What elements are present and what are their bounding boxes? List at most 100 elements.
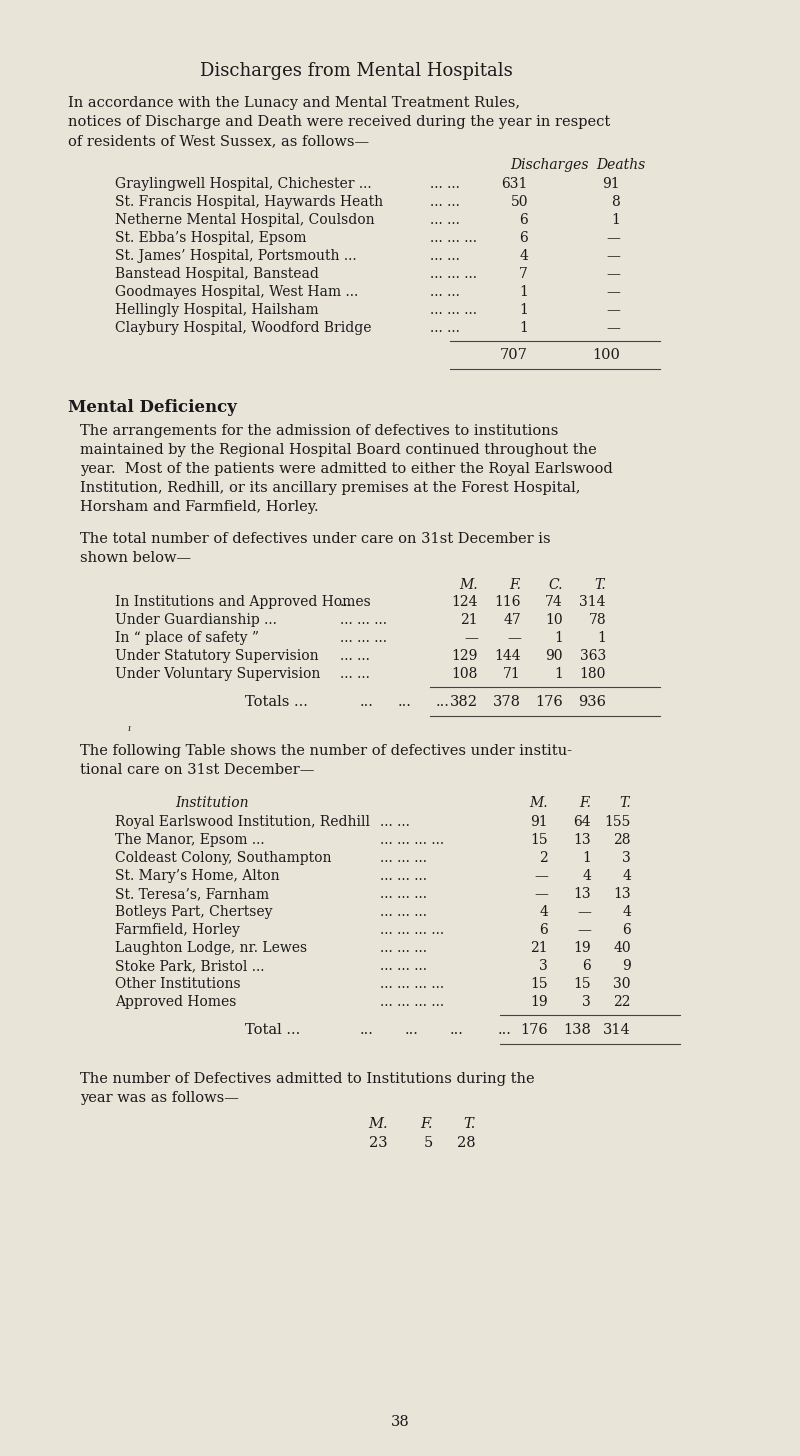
Text: F.: F.	[579, 796, 591, 810]
Text: 936: 936	[578, 695, 606, 709]
Text: 1: 1	[519, 303, 528, 317]
Text: —: —	[534, 887, 548, 901]
Text: Other Institutions: Other Institutions	[115, 977, 241, 992]
Text: 631: 631	[502, 178, 528, 191]
Text: St. Mary’s Home, Alton: St. Mary’s Home, Alton	[115, 869, 280, 882]
Text: 15: 15	[574, 977, 591, 992]
Text: In accordance with the Lunacy and Mental Treatment Rules,: In accordance with the Lunacy and Mental…	[68, 96, 520, 111]
Text: ... ...: ... ...	[340, 649, 370, 662]
Text: Banstead Hospital, Banstead: Banstead Hospital, Banstead	[115, 266, 319, 281]
Text: maintained by the Regional Hospital Board continued throughout the: maintained by the Regional Hospital Boar…	[80, 443, 597, 457]
Text: ... ...: ... ...	[430, 178, 460, 191]
Text: ... ... ... ...: ... ... ... ...	[380, 994, 444, 1009]
Text: 6: 6	[519, 232, 528, 245]
Text: ... ...: ... ...	[430, 195, 460, 210]
Text: Goodmayes Hospital, West Ham ...: Goodmayes Hospital, West Ham ...	[115, 285, 358, 298]
Text: ... ...: ... ...	[430, 320, 460, 335]
Text: 6: 6	[519, 213, 528, 227]
Text: Netherne Mental Hospital, Coulsdon: Netherne Mental Hospital, Coulsdon	[115, 213, 374, 227]
Text: 1: 1	[519, 320, 528, 335]
Text: In Institutions and Approved Homes: In Institutions and Approved Homes	[115, 596, 370, 609]
Text: St. James’ Hospital, Portsmouth ...: St. James’ Hospital, Portsmouth ...	[115, 249, 357, 264]
Text: ... ... ... ...: ... ... ... ...	[380, 977, 444, 992]
Text: 22: 22	[614, 994, 631, 1009]
Text: ... ... ...: ... ... ...	[380, 869, 427, 882]
Text: ...: ...	[398, 695, 412, 709]
Text: 1: 1	[582, 850, 591, 865]
Text: 4: 4	[622, 869, 631, 882]
Text: The following Table shows the number of defectives under institu-: The following Table shows the number of …	[80, 744, 572, 759]
Text: ... ... ...: ... ... ...	[340, 630, 387, 645]
Text: 10: 10	[546, 613, 563, 628]
Text: Total ...: Total ...	[245, 1024, 300, 1037]
Text: Under Voluntary Supervision: Under Voluntary Supervision	[115, 667, 320, 681]
Text: of residents of West Sussex, as follows—: of residents of West Sussex, as follows—	[68, 134, 369, 149]
Text: ...: ...	[450, 1024, 464, 1037]
Text: Discharges from Mental Hospitals: Discharges from Mental Hospitals	[200, 63, 513, 80]
Text: Graylingwell Hospital, Chichester ...: Graylingwell Hospital, Chichester ...	[115, 178, 372, 191]
Text: 144: 144	[494, 649, 521, 662]
Text: Under Guardianship ...: Under Guardianship ...	[115, 613, 277, 628]
Text: 1: 1	[519, 285, 528, 298]
Text: The arrangements for the admission of defectives to institutions: The arrangements for the admission of de…	[80, 424, 558, 438]
Text: 382: 382	[450, 695, 478, 709]
Text: 90: 90	[546, 649, 563, 662]
Text: —: —	[534, 869, 548, 882]
Text: ... ... ... ...: ... ... ... ...	[380, 833, 444, 847]
Text: ... ... ...: ... ... ...	[380, 941, 427, 955]
Text: —: —	[464, 630, 478, 645]
Text: Farmfield, Horley: Farmfield, Horley	[115, 923, 240, 938]
Text: —: —	[606, 249, 620, 264]
Text: 74: 74	[546, 596, 563, 609]
Text: 6: 6	[582, 960, 591, 973]
Text: 4: 4	[539, 906, 548, 919]
Text: ... ... ...: ... ... ...	[430, 232, 477, 245]
Text: Approved Homes: Approved Homes	[115, 994, 236, 1009]
Text: 78: 78	[588, 613, 606, 628]
Text: 9: 9	[622, 960, 631, 973]
Text: Stoke Park, Bristol ...: Stoke Park, Bristol ...	[115, 960, 265, 973]
Text: year was as follows—: year was as follows—	[80, 1091, 239, 1105]
Text: M.: M.	[368, 1117, 388, 1131]
Text: Laughton Lodge, nr. Lewes: Laughton Lodge, nr. Lewes	[115, 941, 307, 955]
Text: Discharges: Discharges	[510, 159, 589, 172]
Text: Claybury Hospital, Woodford Bridge: Claybury Hospital, Woodford Bridge	[115, 320, 371, 335]
Text: 13: 13	[614, 887, 631, 901]
Text: C.: C.	[549, 578, 563, 593]
Text: 47: 47	[503, 613, 521, 628]
Text: Deaths: Deaths	[596, 159, 646, 172]
Text: 2: 2	[539, 850, 548, 865]
Text: T.: T.	[594, 578, 606, 593]
Text: 363: 363	[580, 649, 606, 662]
Text: ... ... ...: ... ... ...	[340, 613, 387, 628]
Text: 314: 314	[603, 1024, 631, 1037]
Text: 1: 1	[597, 630, 606, 645]
Text: Botleys Part, Chertsey: Botleys Part, Chertsey	[115, 906, 273, 919]
Text: ... ... ...: ... ... ...	[430, 266, 477, 281]
Text: 180: 180	[580, 667, 606, 681]
Text: ... ... ...: ... ... ...	[380, 960, 427, 973]
Text: tional care on 31st December—: tional care on 31st December—	[80, 763, 314, 778]
Text: T.: T.	[464, 1117, 476, 1131]
Text: ...: ...	[436, 695, 450, 709]
Text: 8: 8	[611, 195, 620, 210]
Text: 4: 4	[519, 249, 528, 264]
Text: 13: 13	[574, 887, 591, 901]
Text: St. Teresa’s, Farnham: St. Teresa’s, Farnham	[115, 887, 269, 901]
Text: St. Francis Hospital, Haywards Heath: St. Francis Hospital, Haywards Heath	[115, 195, 383, 210]
Text: ...: ...	[360, 695, 374, 709]
Text: —: —	[507, 630, 521, 645]
Text: 100: 100	[592, 348, 620, 363]
Text: 378: 378	[493, 695, 521, 709]
Text: 6: 6	[539, 923, 548, 938]
Text: Institution, Redhill, or its ancillary premises at the Forest Hospital,: Institution, Redhill, or its ancillary p…	[80, 480, 581, 495]
Text: 155: 155	[605, 815, 631, 828]
Text: 1: 1	[611, 213, 620, 227]
Text: —: —	[577, 923, 591, 938]
Text: 138: 138	[563, 1024, 591, 1037]
Text: T.: T.	[619, 796, 631, 810]
Text: —: —	[606, 303, 620, 317]
Text: Royal Earlswood Institution, Redhill: Royal Earlswood Institution, Redhill	[115, 815, 370, 828]
Text: 91: 91	[602, 178, 620, 191]
Text: 176: 176	[520, 1024, 548, 1037]
